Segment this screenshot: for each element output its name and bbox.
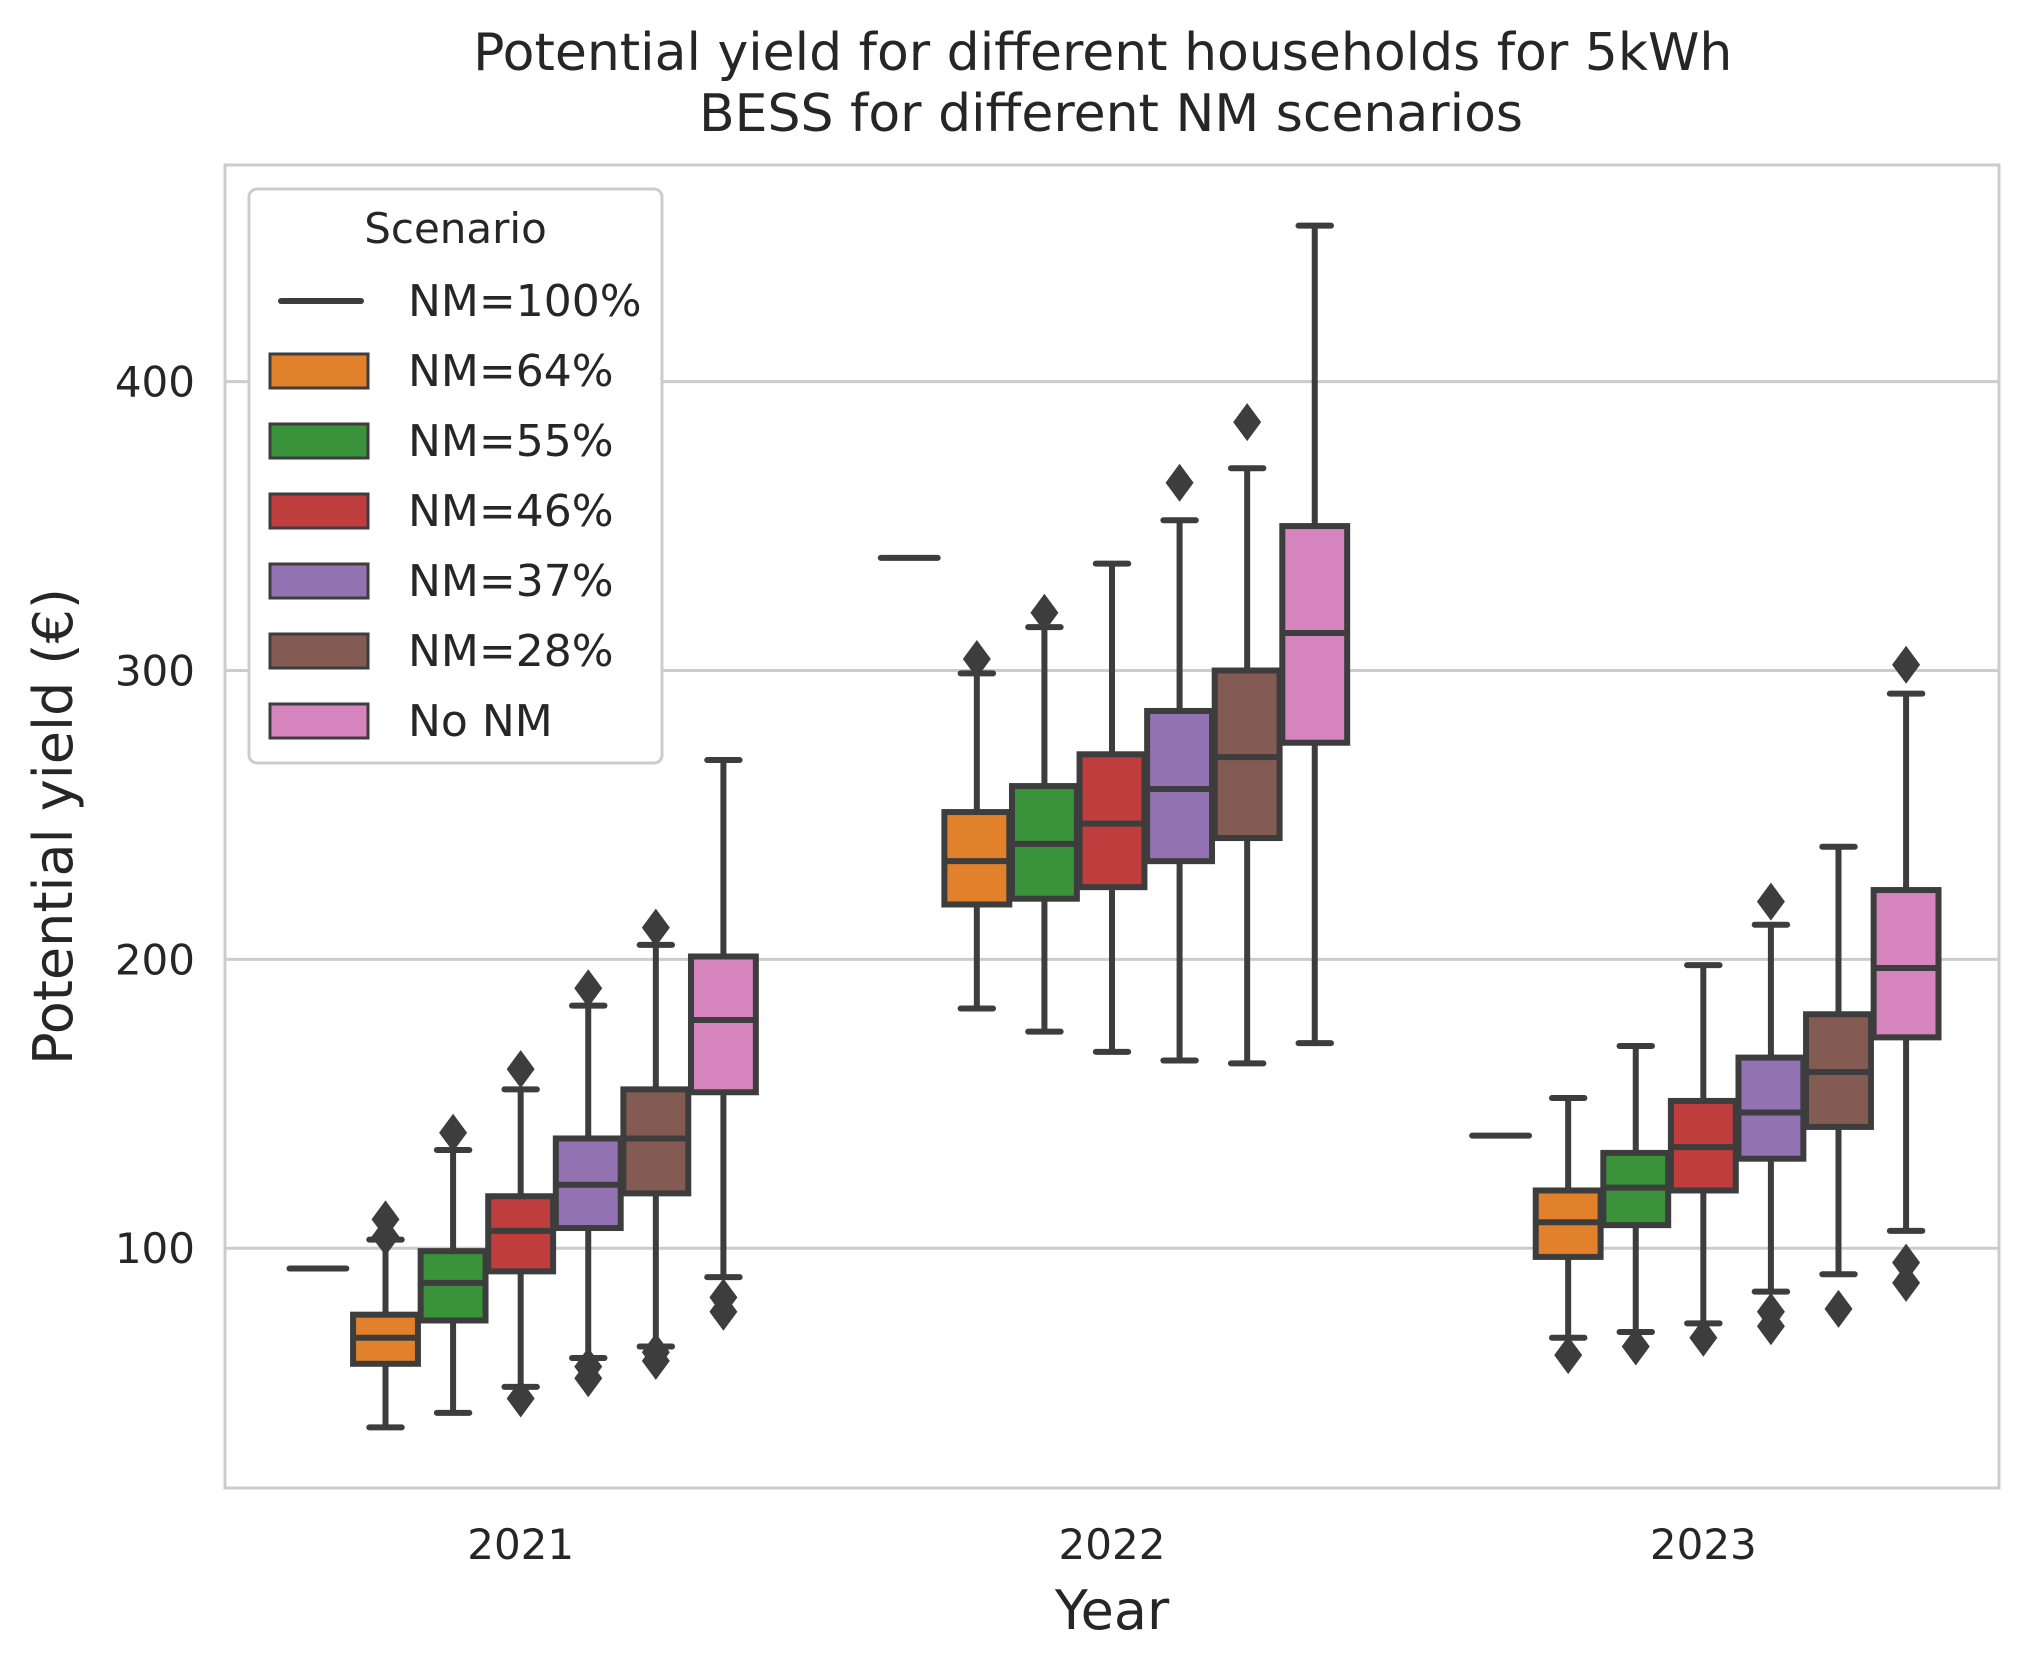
chart-title: Potential yield for different households… xyxy=(473,23,1749,144)
legend-swatch xyxy=(268,562,370,600)
outlier-point xyxy=(962,639,991,678)
outlier-point xyxy=(1233,403,1262,442)
legend-item-NM=46%: NM=46% xyxy=(268,486,614,537)
outlier-point xyxy=(1756,882,1785,921)
outlier-point xyxy=(574,1359,603,1398)
box-layer xyxy=(286,222,1942,1431)
box-2023-NM=28% xyxy=(1803,843,1874,1328)
outlier-point xyxy=(506,1050,535,1089)
box-2023-NM=46% xyxy=(1667,962,1739,1357)
legend-label: NM=55% xyxy=(408,416,614,467)
chart-title-line-2: BESS for different NM scenarios xyxy=(699,84,1523,144)
outlier-point xyxy=(641,1341,670,1380)
legend-item-NM=100%: NM=100% xyxy=(278,276,642,327)
iqr-box xyxy=(687,953,759,1096)
outlier-point xyxy=(1689,1318,1718,1357)
outlier-point xyxy=(1892,645,1921,684)
plot-area-frame xyxy=(223,163,2001,1490)
box-2021-No NM xyxy=(687,757,759,1331)
legend-frame xyxy=(247,187,664,765)
legend-label: NM=46% xyxy=(408,486,614,537)
outlier-point xyxy=(1892,1263,1921,1302)
outlier-point xyxy=(1824,1289,1853,1328)
box-2023-NM=55% xyxy=(1600,1043,1672,1366)
y-tick-label-300: 300 xyxy=(115,647,195,696)
box-2021-NM=46% xyxy=(485,1050,557,1418)
legend-label: No NM xyxy=(408,696,553,747)
legend-swatch xyxy=(268,352,370,390)
box-2021-NM=55% xyxy=(417,1113,489,1416)
legend-label: NM=37% xyxy=(408,556,614,607)
outlier-point xyxy=(1165,463,1194,502)
outlier-point xyxy=(371,1217,400,1256)
legend-swatch xyxy=(268,492,370,530)
x-tick-label-2022: 2022 xyxy=(1059,1520,1166,1569)
outlier-point xyxy=(574,969,603,1008)
outlier-point xyxy=(506,1379,535,1418)
box-2021-NM=37% xyxy=(552,969,624,1398)
x-axis-label: Year xyxy=(1054,1579,1170,1642)
box-2022-NM=37% xyxy=(1144,463,1216,1064)
legend-item-No NM: No NM xyxy=(268,696,553,747)
legend-item-NM=37%: NM=37% xyxy=(268,556,614,607)
legend-title: Scenario xyxy=(364,204,547,253)
box-2022-NM=46% xyxy=(1076,560,1148,1055)
box-2021-NM=28% xyxy=(620,908,692,1380)
legend-swatch xyxy=(268,632,370,670)
box-2022-No NM xyxy=(1279,222,1351,1047)
outlier-point xyxy=(1892,1243,1921,1282)
outlier-point xyxy=(1030,593,1059,632)
legend-label: NM=64% xyxy=(408,346,614,397)
x-tick-labels: 2021 2022 2023 xyxy=(467,1520,1757,1569)
box-2022-NM=55% xyxy=(1008,593,1080,1035)
y-tick-label-100: 100 xyxy=(115,1224,195,1273)
outlier-point xyxy=(1756,1307,1785,1346)
iqr-box xyxy=(1870,887,1942,1041)
x-tick-label-2023: 2023 xyxy=(1650,1520,1757,1569)
legend-swatch xyxy=(268,422,370,460)
iqr-box xyxy=(1735,1054,1807,1162)
chart-title-line-1: Potential yield for different households… xyxy=(473,23,1732,83)
outlier-point xyxy=(641,908,670,947)
outlier-point xyxy=(709,1292,738,1331)
box-2022-NM=28% xyxy=(1211,403,1283,1067)
box-2023-No NM xyxy=(1870,645,1942,1302)
legend-swatch xyxy=(268,702,370,740)
legend-item-NM=28%: NM=28% xyxy=(268,626,614,677)
box-2023-NM=64% xyxy=(1532,1095,1604,1375)
legend-label: NM=28% xyxy=(408,626,614,677)
legend: Scenario NM=100% NM=64% NM=55% NM=46% NM=37%… xyxy=(247,187,664,765)
box-2022-NM=64% xyxy=(941,639,1013,1012)
box-2023-NM=37% xyxy=(1735,882,1807,1346)
outlier-point xyxy=(439,1113,468,1152)
legend-item-NM=64%: NM=64% xyxy=(268,346,614,397)
legend-items: NM=100% NM=64% NM=55% NM=46% NM=37% NM=28% No … xyxy=(268,276,642,747)
outlier-point xyxy=(1621,1327,1650,1366)
y-axis-label: Potential yield (€) xyxy=(22,588,85,1065)
legend-label: NM=100% xyxy=(408,276,642,327)
legend-item-NM=55%: NM=55% xyxy=(268,416,614,467)
y-tick-label-200: 200 xyxy=(115,935,195,984)
y-tick-labels: 100 200 300 400 xyxy=(115,358,195,1274)
y-tick-label-400: 400 xyxy=(115,358,195,407)
box-2021-NM=64% xyxy=(350,1200,421,1431)
outlier-point xyxy=(1554,1336,1583,1375)
x-tick-label-2021: 2021 xyxy=(467,1520,574,1569)
